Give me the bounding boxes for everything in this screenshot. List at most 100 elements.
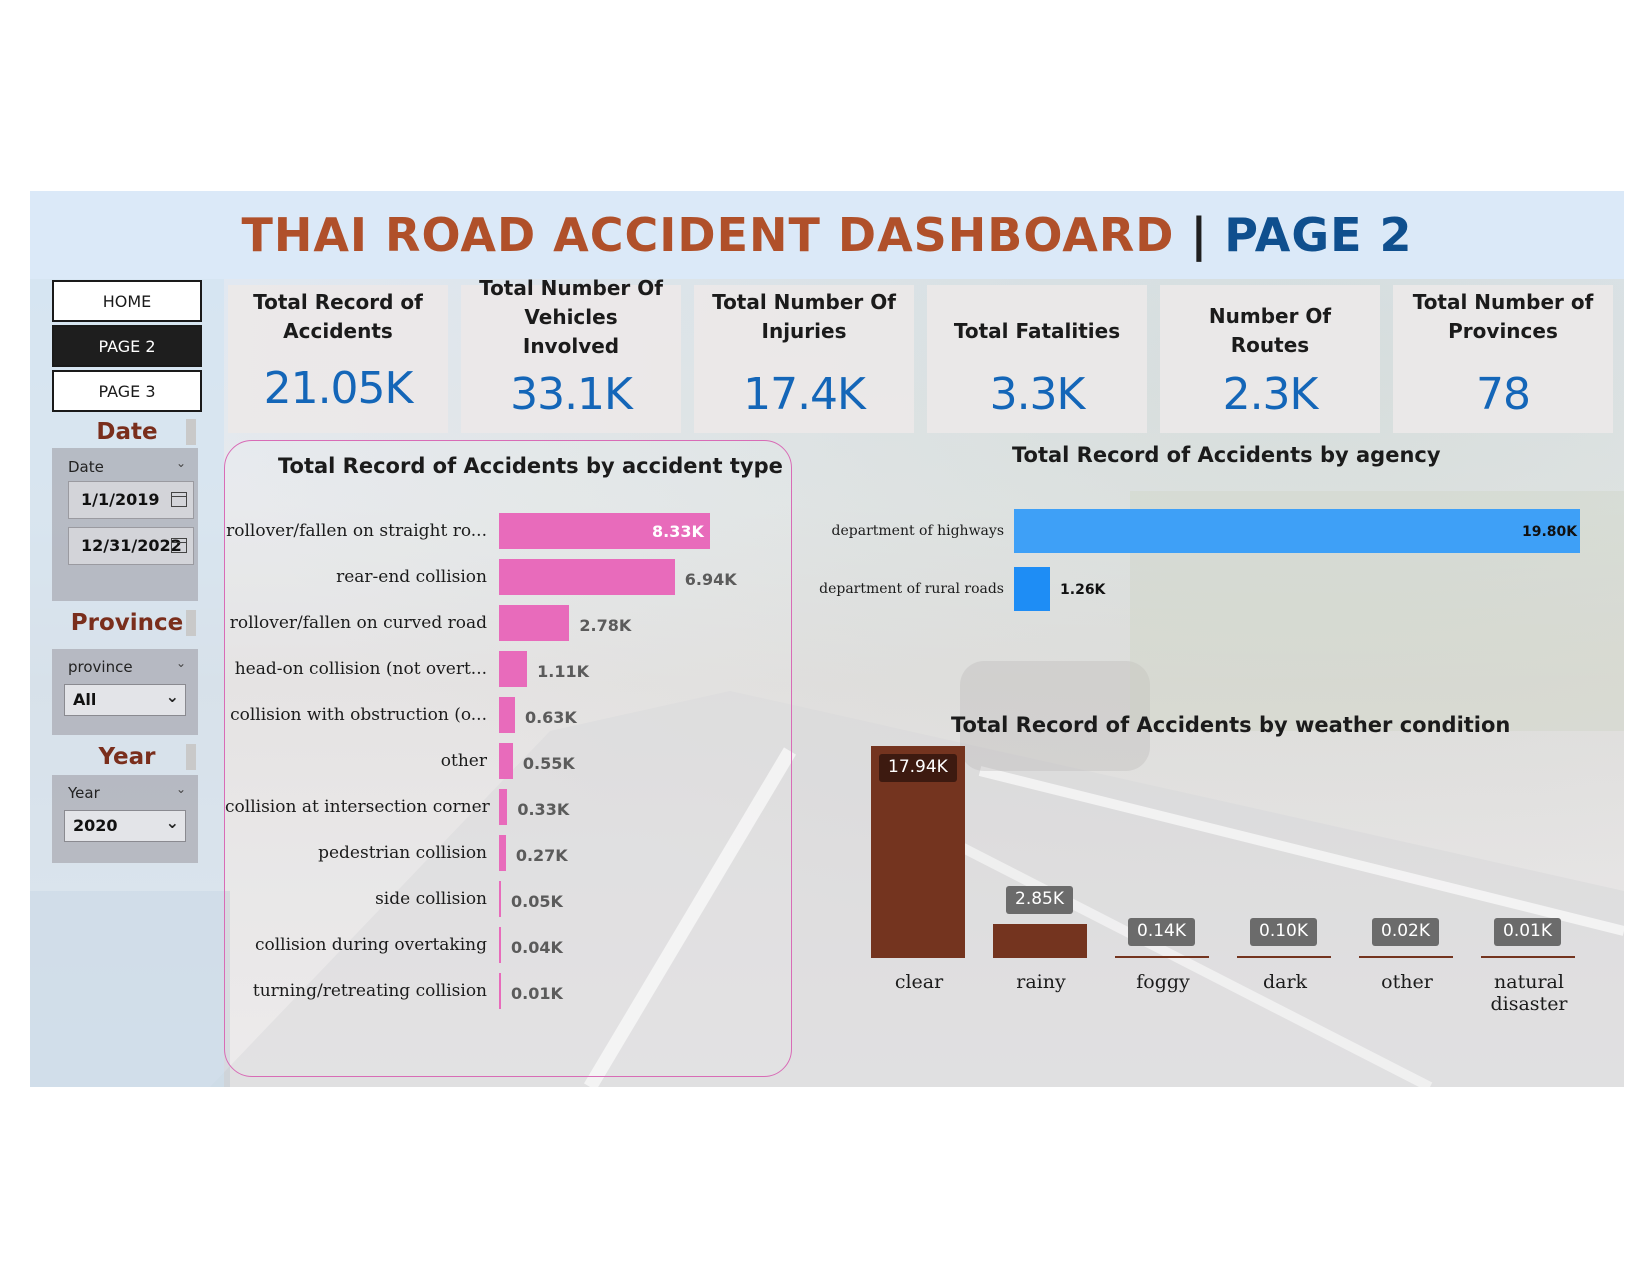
kpi-value: 2.3K: [1222, 369, 1319, 420]
dashboard-canvas: THAI ROAD ACCIDENT DASHBOARD | PAGE 2 HO…: [30, 191, 1624, 1087]
nav-home-button[interactable]: HOME: [52, 280, 202, 322]
kpi-label: Total Number Of Vehicles Involved: [479, 275, 663, 358]
weather-bar[interactable]: [1115, 956, 1209, 958]
end-date-input[interactable]: 12/31/2022: [68, 527, 194, 565]
year-slicer: Year ⌄ 2020 ⌄: [52, 775, 198, 863]
weather-bar[interactable]: [1481, 956, 1575, 958]
nav-page3-button[interactable]: PAGE 3: [52, 370, 202, 412]
accident-type-bar[interactable]: [499, 881, 501, 917]
accident-type-category-label: collision during overtaking: [254, 935, 487, 955]
accident-type-data-label: 0.01K: [511, 984, 563, 1003]
weather-data-label: 0.14K: [1128, 918, 1195, 946]
accident-type-data-label: 8.33K: [652, 522, 704, 541]
accident-type-category-label: pedestrian collision: [318, 843, 487, 863]
agency-category-label: department of highways: [831, 523, 1004, 539]
kpi-value: 33.1K: [510, 369, 633, 420]
kpi-value: 17.4K: [743, 369, 866, 420]
weather-category-label: foggy: [1136, 971, 1190, 993]
weather-data-label: 2.85K: [1006, 886, 1073, 915]
accident-type-data-label: 0.04K: [511, 938, 563, 957]
kpi-routes: Number Of Routes 2.3K: [1160, 285, 1380, 433]
kpi-injuries: Total Number Of Injuries 17.4K: [694, 285, 914, 433]
chevron-down-icon[interactable]: ⌄: [175, 456, 186, 470]
chevron-down-icon[interactable]: ⌄: [165, 813, 179, 832]
date-slicer-label: Date: [68, 458, 104, 476]
accident-type-bar[interactable]: [499, 743, 513, 779]
accident-type-data-label: 1.11K: [537, 662, 589, 681]
year-heading: Year: [98, 744, 156, 770]
accident-type-bar[interactable]: [499, 559, 675, 595]
agency-data-label: 1.26K: [1060, 582, 1106, 598]
end-date-value: 12/31/2022: [81, 536, 182, 555]
chevron-down-icon[interactable]: ⌄: [165, 687, 179, 706]
kpi-value: 3.3K: [989, 369, 1086, 420]
agency-bar[interactable]: [1014, 509, 1580, 553]
accident-type-bar[interactable]: [499, 605, 570, 641]
weather-data-label: 0.10K: [1250, 918, 1317, 946]
accident-type-category-label: other: [440, 751, 487, 771]
weather-bar[interactable]: [993, 924, 1087, 958]
accident-type-chart-panel: Total Record of Accidents by accident ty…: [224, 440, 792, 1077]
kpi-value: 78: [1476, 369, 1531, 420]
agency-bar[interactable]: [1014, 567, 1051, 611]
accident-type-bar[interactable]: [499, 789, 508, 825]
title-separator: |: [1190, 208, 1209, 262]
title-page: PAGE 2: [1224, 208, 1413, 262]
kpi-provinces: Total Number of Provinces 78: [1393, 285, 1613, 433]
kpi-fatalities: Total Fatalities 3.3K: [927, 285, 1147, 433]
kpi-label: Total Fatalities: [953, 318, 1121, 343]
date-slicer: Date ⌄ 1/1/2019 12/31/2022: [52, 448, 198, 601]
date-heading-marker: [186, 419, 196, 445]
accident-type-data-label: 6.94K: [684, 570, 737, 589]
province-heading: Province: [70, 610, 184, 636]
weather-chart-title: Total Record of Accidents by weather con…: [951, 713, 1511, 737]
province-slicer-label: province: [68, 658, 133, 676]
kpi-label: Total Number Of Injuries: [712, 290, 896, 343]
nav-page2-button[interactable]: PAGE 2: [52, 325, 202, 367]
calendar-icon[interactable]: [171, 492, 187, 507]
agency-data-label: 19.80K: [1522, 524, 1578, 540]
province-slicer: province ⌄ All ⌄: [52, 649, 198, 735]
accident-type-category-label: side collision: [375, 889, 487, 909]
accident-type-data-label: 0.63K: [524, 708, 577, 727]
weather-bar[interactable]: [1237, 956, 1331, 958]
weather-bar[interactable]: [1359, 956, 1453, 958]
weather-category-label: dark: [1262, 971, 1308, 993]
accident-type-category-label: collision with obstruction (o...: [230, 705, 487, 725]
accident-type-category-label: rollover/fallen on curved road: [229, 613, 487, 633]
year-heading-marker: [186, 744, 196, 770]
calendar-icon[interactable]: [171, 538, 187, 553]
weather-data-label: 0.02K: [1372, 918, 1439, 946]
weather-data-label: 17.94K: [879, 754, 957, 782]
accident-type-bar[interactable]: [499, 927, 501, 963]
kpi-label: Total Number of Provinces: [1412, 290, 1594, 343]
dashboard-title: THAI ROAD ACCIDENT DASHBOARD | PAGE 2: [30, 191, 1624, 279]
date-heading: Date: [96, 419, 158, 445]
accident-type-bar[interactable]: [499, 973, 501, 1009]
accident-type-bar[interactable]: [499, 513, 710, 549]
accident-type-data-label: 0.05K: [511, 892, 563, 911]
year-slicer-label: Year: [68, 784, 100, 802]
accident-type-data-label: 0.27K: [515, 846, 568, 865]
start-date-input[interactable]: 1/1/2019: [68, 481, 194, 519]
accident-type-data-label: 0.55K: [522, 754, 575, 773]
weather-category-label: other: [1381, 971, 1433, 993]
weather-category-label: rainy: [1016, 971, 1066, 993]
province-dropdown[interactable]: All ⌄: [64, 684, 186, 716]
chevron-down-icon[interactable]: ⌄: [175, 782, 186, 796]
kpi-vehicles-involved: Total Number Of Vehicles Involved 33.1K: [461, 275, 681, 433]
accident-type-bar[interactable]: [499, 651, 528, 687]
weather-category-label: natural disaster: [1490, 971, 1568, 1015]
weather-category-label: clear: [894, 971, 944, 993]
start-date-value: 1/1/2019: [81, 490, 160, 509]
chevron-down-icon[interactable]: ⌄: [175, 656, 186, 670]
province-heading-marker: [186, 610, 196, 636]
accident-type-bar[interactable]: [499, 697, 515, 733]
kpi-label: Total Record of Accidents: [253, 290, 423, 343]
agency-chart-title: Total Record of Accidents by agency: [1012, 443, 1441, 467]
kpi-value: 21.05K: [263, 363, 414, 414]
accident-type-bar[interactable]: [499, 835, 506, 871]
accident-type-category-label: rear-end collision: [336, 567, 487, 587]
kpi-label: Number Of Routes: [1208, 304, 1332, 357]
year-dropdown[interactable]: 2020 ⌄: [64, 810, 186, 842]
